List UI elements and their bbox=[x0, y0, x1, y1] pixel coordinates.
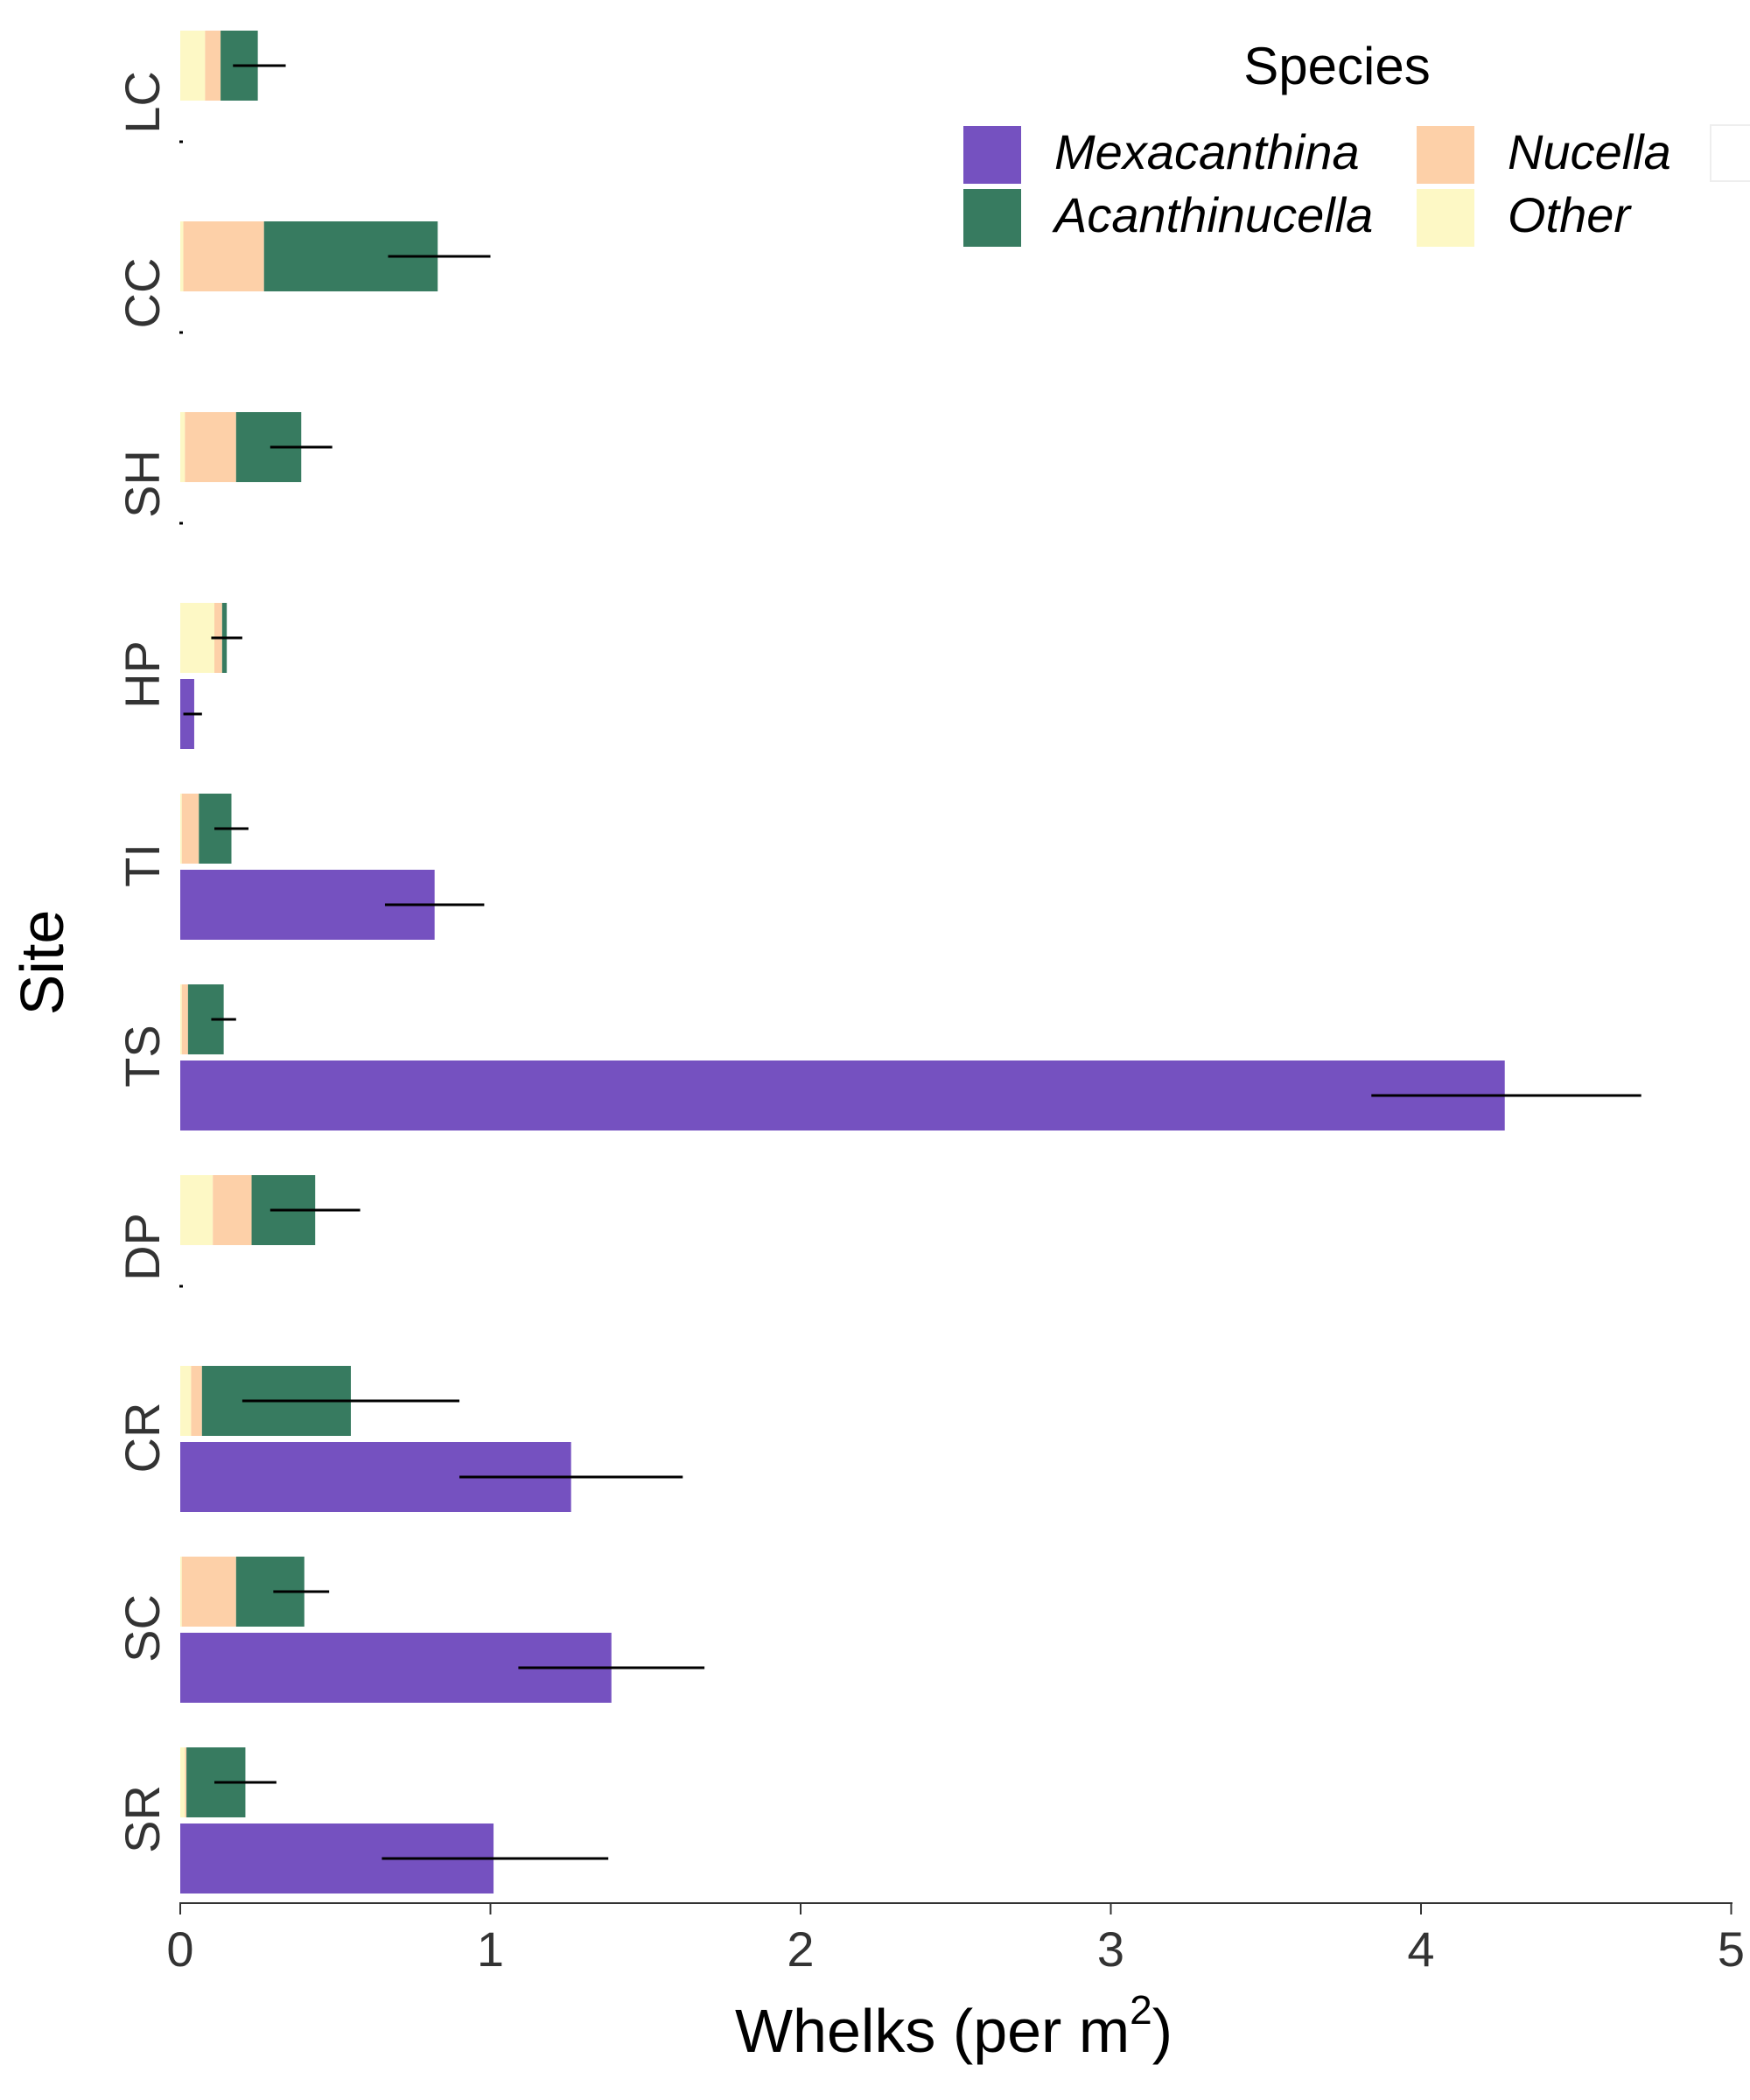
legend-title: Species bbox=[1243, 37, 1430, 95]
legend-label-other: Other bbox=[1508, 187, 1632, 242]
x-tick-label-1: 1 bbox=[477, 1922, 504, 1977]
x-tick-label-4: 4 bbox=[1407, 1922, 1434, 1977]
bar-cr-nucella bbox=[191, 1366, 202, 1436]
y-tick-label-dp: DP bbox=[115, 1213, 170, 1281]
errorbars-layer bbox=[183, 64, 1642, 1860]
x-tick-label-2: 2 bbox=[787, 1922, 814, 1977]
legend-label-mexacanthina: Mexacanthina bbox=[1054, 124, 1360, 179]
bar-sh-other bbox=[180, 412, 186, 482]
x-tick-label-3: 3 bbox=[1097, 1922, 1124, 1977]
y-tick-label-lc: LC bbox=[115, 71, 170, 134]
x-tick-label-0: 0 bbox=[166, 1922, 193, 1977]
x-tick-label-5: 5 bbox=[1718, 1922, 1745, 1977]
bars-layer bbox=[179, 31, 1505, 1894]
bar-sc-nucella bbox=[181, 1557, 236, 1627]
bar-cr-other bbox=[180, 1366, 192, 1436]
legend: Species Mexacanthina Acanthinucella Nucell… bbox=[962, 37, 1750, 248]
bar-cc-other bbox=[180, 221, 184, 291]
bar-ts-other bbox=[180, 984, 182, 1054]
y-tick-label-sc: SC bbox=[115, 1594, 170, 1662]
bar-lc-other bbox=[180, 31, 206, 101]
bar-hp-other bbox=[180, 603, 214, 673]
bar-cc-nucella bbox=[183, 221, 264, 291]
y-tick-label-sh: SH bbox=[115, 450, 170, 518]
legend-key-other bbox=[1415, 187, 1476, 248]
bar-dp-nucella bbox=[213, 1175, 252, 1245]
bar-sr-other bbox=[180, 1747, 186, 1817]
bar-dp-other bbox=[180, 1175, 214, 1245]
x-ticks: 0 1 2 3 4 5 bbox=[166, 1903, 1745, 1977]
bar-sc-other bbox=[180, 1557, 182, 1627]
x-axis-title-end: ) bbox=[1152, 1997, 1172, 2065]
y-tick-label-ti: TI bbox=[115, 844, 170, 887]
legend-key-mexacanthina bbox=[962, 124, 1023, 186]
bar-ti-nucella bbox=[181, 794, 200, 864]
legend-key-nucella bbox=[1415, 124, 1476, 186]
bar-ti-other bbox=[180, 794, 182, 864]
legend-items: Mexacanthina Acanthinucella Nucella Other bbox=[962, 124, 1671, 248]
y-tick-label-cr: CR bbox=[115, 1403, 170, 1474]
y-tick-label-cc: CC bbox=[115, 258, 170, 329]
y-tick-label-sr: SR bbox=[115, 1785, 170, 1853]
y-axis-title: Site bbox=[8, 910, 76, 1016]
legend-key-acanthinucella bbox=[962, 187, 1023, 248]
x-axis-title: Whelks (per m2) bbox=[735, 1987, 1172, 2065]
legend-label-nucella: Nucella bbox=[1508, 124, 1671, 179]
legend-label-acanthinucella: Acanthinucella bbox=[1052, 187, 1373, 242]
bar-sr-nucella bbox=[185, 1747, 187, 1817]
y-ticks: LC CC SH HP TI TS DP CR SC SR bbox=[115, 71, 170, 1853]
y-tick-label-ts: TS bbox=[115, 1025, 170, 1088]
bar-ts-nucella bbox=[181, 984, 188, 1054]
bar-ts-mexacanthina bbox=[180, 1060, 1505, 1130]
bar-sh-nucella bbox=[185, 412, 236, 482]
y-tick-label-hp: HP bbox=[115, 640, 170, 709]
x-axis-title-superscript: 2 bbox=[1130, 1987, 1152, 2033]
legend-empty-key bbox=[1710, 124, 1750, 182]
x-axis-title-main: Whelks (per m bbox=[735, 1997, 1130, 2065]
bar-lc-nucella bbox=[205, 31, 221, 101]
